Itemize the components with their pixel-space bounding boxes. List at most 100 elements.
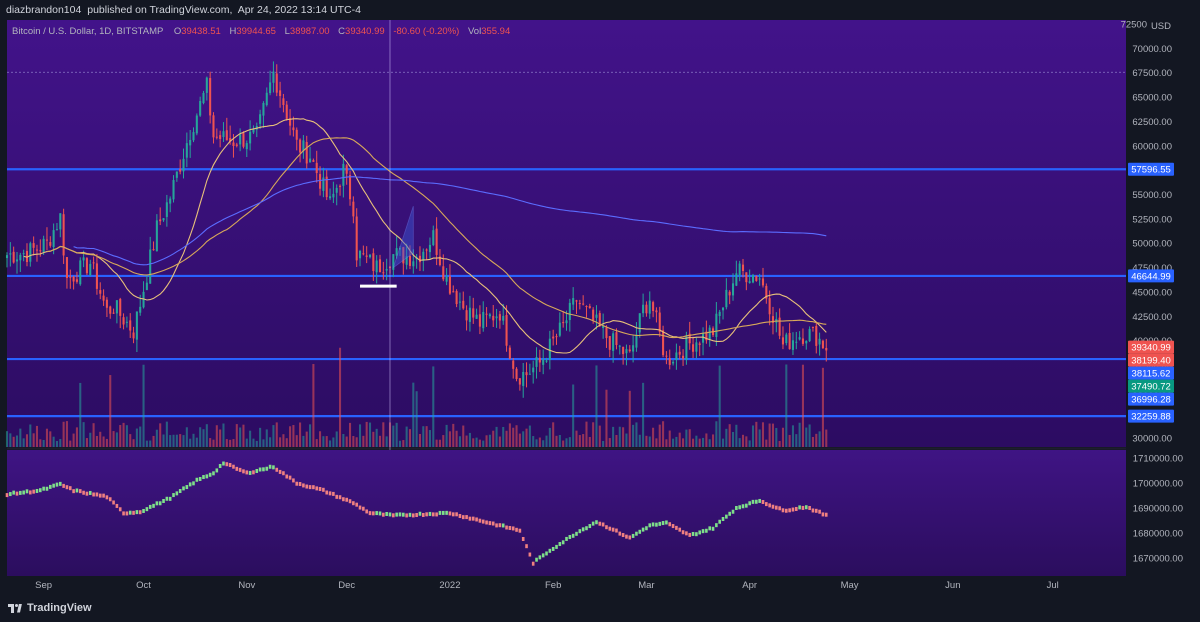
- volume-bar: [205, 424, 208, 447]
- candle-body: [442, 266, 445, 280]
- tradingview-logo[interactable]: TradingView: [8, 602, 92, 614]
- volume-bar: [552, 422, 555, 447]
- volume-bar: [185, 427, 188, 447]
- volume-bar: [329, 440, 332, 447]
- volume-bar: [392, 425, 395, 447]
- volume-bar: [775, 427, 778, 447]
- volume-bar: [192, 433, 195, 447]
- candle-body: [25, 250, 29, 263]
- candle-body: [585, 306, 588, 308]
- volume-bar: [322, 436, 325, 447]
- volume-bar: [615, 434, 618, 447]
- volume-bar: [705, 433, 708, 447]
- volume-bar: [532, 436, 535, 447]
- indicator-point: [375, 511, 378, 516]
- indicator-point: [804, 505, 808, 510]
- indicator-point: [345, 497, 348, 502]
- candle-body: [102, 295, 105, 301]
- candle-body: [265, 92, 268, 106]
- indicator-point: [228, 462, 232, 467]
- price-chart[interactable]: 70000.00 67500.00 65000.00 62500.00 60000.00…: [0, 20, 1200, 614]
- candle-body: [199, 100, 202, 116]
- volume-bar: [219, 429, 222, 447]
- volume-bar: [232, 439, 235, 447]
- volume-bar: [229, 439, 232, 447]
- volume-bar: [562, 440, 565, 447]
- volume-bar: [535, 439, 538, 447]
- volume-bar: [751, 425, 755, 447]
- indicator-point: [72, 489, 75, 494]
- indicator-point: [678, 527, 682, 532]
- price-tag: [1128, 379, 1174, 393]
- volume-bar: [145, 440, 148, 447]
- indicator-point: [581, 527, 585, 532]
- indicator-point: [92, 492, 95, 497]
- volume-bar: [52, 436, 55, 447]
- candle-body: [249, 131, 252, 144]
- indicator-point: [162, 499, 165, 504]
- candle-body: [292, 127, 295, 131]
- volume-bar: [512, 427, 515, 447]
- indicator-point: [765, 502, 768, 507]
- volume-bar: [715, 421, 718, 447]
- symbol-name[interactable]: Bitcoin / U.S. Dollar, 1D, BITSTAMP: [12, 26, 164, 37]
- candle-body: [455, 291, 458, 305]
- candle-body: [728, 291, 731, 296]
- volume-bar: [522, 431, 525, 447]
- candle-body: [202, 92, 205, 104]
- volume-bar: [39, 439, 42, 447]
- indicator-point: [342, 497, 345, 502]
- indicator-pane-background: [7, 450, 1126, 576]
- volume-bar: [428, 430, 431, 447]
- indicator-point: [465, 515, 468, 520]
- volume-bar: [348, 422, 352, 447]
- indicator-tick-label: 1710000.00: [1133, 454, 1183, 465]
- indicator-point: [648, 523, 652, 528]
- publish-date: Apr 24, 2022 13:14 UTC-4: [237, 4, 361, 16]
- candle-body: [795, 341, 798, 343]
- volume-bar: [125, 425, 128, 447]
- candle-body: [372, 253, 375, 271]
- volume-bar: [105, 438, 108, 447]
- volume-bar: [235, 424, 238, 447]
- candle-body: [325, 176, 328, 198]
- indicator-point: [75, 488, 79, 493]
- volume-bar: [688, 429, 691, 447]
- candle-body: [615, 332, 618, 346]
- indicator-point: [528, 552, 532, 557]
- indicator-point: [511, 526, 515, 531]
- candle-body: [252, 129, 255, 133]
- indicator-point: [132, 510, 135, 515]
- volume-bar: [99, 431, 102, 447]
- high-value: 39944.65: [236, 26, 276, 37]
- indicator-point: [405, 513, 408, 518]
- volume-bar: [598, 425, 601, 447]
- candle-body: [751, 275, 755, 283]
- volume-bar: [455, 430, 458, 447]
- author-name[interactable]: diazbrandon104: [6, 4, 82, 16]
- indicator-point: [625, 534, 628, 539]
- indicator-point: [365, 509, 368, 514]
- indicator-point: [741, 504, 745, 509]
- indicator-tick-label: 1680000.00: [1133, 529, 1183, 540]
- volume-bar: [448, 431, 451, 447]
- price-tag-label: 46644.99: [1131, 271, 1171, 282]
- volume-bar: [625, 433, 628, 447]
- candle-body: [555, 336, 558, 338]
- indicator-point: [242, 469, 245, 474]
- volume-bar: [172, 434, 175, 447]
- candle-body: [232, 142, 235, 146]
- indicator-point: [182, 486, 185, 491]
- indicator-point: [55, 482, 59, 487]
- candle-body: [62, 214, 65, 256]
- indicator-point: [168, 496, 172, 501]
- candle-body: [312, 160, 315, 162]
- indicator-point: [818, 509, 821, 514]
- price-tag-label: 38115.62: [1132, 369, 1171, 380]
- indicator-point: [195, 477, 199, 482]
- indicator-point: [258, 467, 262, 472]
- indicator-point: [478, 518, 482, 523]
- indicator-point: [781, 508, 785, 513]
- candle-body: [225, 130, 228, 141]
- candle-body: [242, 133, 245, 147]
